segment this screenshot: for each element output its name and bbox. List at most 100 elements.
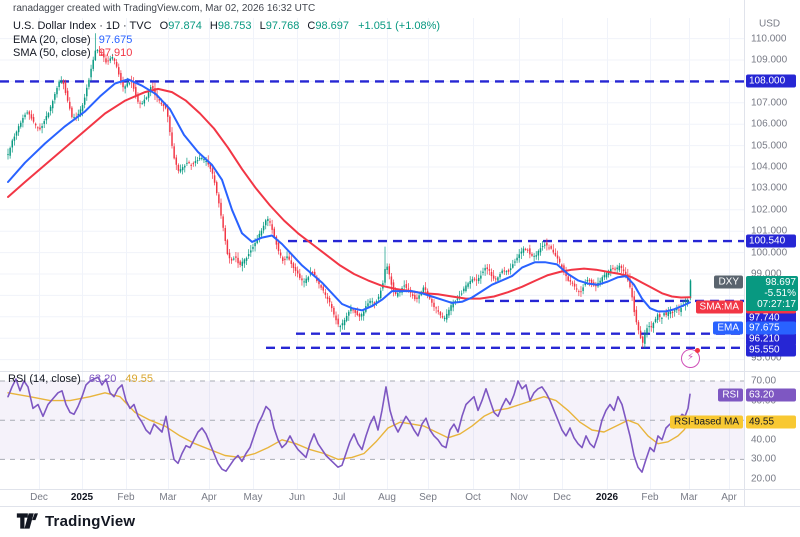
candle-body [390, 276, 393, 285]
flash-marker-icon[interactable]: ⚡ [681, 349, 700, 368]
candle-body [637, 322, 640, 331]
time-tick-label[interactable]: Feb [117, 492, 135, 503]
candle-body [230, 258, 233, 261]
rsi-tick-label: 20.00 [751, 473, 777, 485]
candle-body [184, 165, 186, 168]
time-axis[interactable]: Dec 2025 Feb Mar Apr May Jun Jul Aug Sep Oct Nov Dec… [0, 490, 744, 506]
time-tick-label[interactable]: Apr [201, 492, 217, 503]
candle-body [503, 270, 506, 272]
candle-body [348, 311, 350, 316]
candle-body [437, 310, 440, 312]
symbol-legend[interactable]: U.S. Dollar Index · 1D · TVC O97.874 H98… [13, 20, 440, 61]
candle-body [222, 216, 224, 228]
time-tick-label[interactable]: 2026 [595, 492, 619, 503]
candle-body [28, 111, 31, 115]
candle-body [452, 301, 454, 308]
candle-body [422, 287, 425, 294]
pane-divider[interactable] [0, 371, 800, 372]
axis-name-tag: RSI-based MA [669, 415, 743, 429]
time-tick-label[interactable]: May [243, 492, 263, 503]
rsi-line[interactable] [7, 376, 691, 473]
time-tick-label[interactable]: Aug [378, 492, 396, 503]
candle-body [135, 87, 137, 96]
candle-body [644, 334, 646, 344]
candle-body [228, 252, 231, 259]
candle-body [186, 162, 188, 164]
sma-legend-row[interactable]: SMA (50, close) 97.910 [13, 47, 440, 61]
candle-body [320, 285, 322, 288]
candle-body [431, 298, 433, 303]
candle-body [610, 268, 612, 272]
time-tick-label[interactable]: Sep [419, 492, 437, 503]
time-tick-label[interactable]: Dec [553, 492, 571, 503]
candle-body [648, 326, 650, 328]
time-tick-label[interactable]: Feb [641, 492, 659, 503]
time-tick-label[interactable]: Oct [465, 492, 481, 503]
tradingview-logo-text: TradingView [45, 512, 136, 530]
tradingview-logo[interactable]: TradingView [16, 511, 135, 531]
candle-body [416, 297, 418, 300]
candle-body [556, 255, 559, 259]
candle-body [160, 102, 163, 105]
candle-body [392, 282, 395, 292]
candle-body [241, 261, 244, 266]
candle-body [128, 83, 131, 85]
candle-body [486, 267, 488, 270]
candle-body [211, 168, 214, 174]
price-tick-label: 102.000 [751, 204, 788, 216]
sma-line[interactable] [7, 87, 691, 300]
candle-body [463, 288, 465, 292]
candle-body [64, 82, 67, 93]
candle-body [394, 291, 397, 294]
candle-body [399, 291, 401, 293]
symbol-tag-line: 07:27:17 [757, 299, 796, 310]
candle-body [467, 283, 469, 287]
time-tick-label[interactable]: Jun [288, 492, 306, 503]
candle-body [175, 157, 178, 165]
candle-body [654, 319, 657, 323]
candle-body [567, 276, 569, 281]
time-tick-label[interactable]: Jul [332, 492, 346, 503]
candle-body [47, 113, 50, 118]
candle-body [62, 81, 65, 85]
rsi-ma-line[interactable] [7, 392, 691, 461]
candle-body [215, 182, 218, 194]
candle-body [541, 245, 544, 247]
candle-body [224, 228, 227, 241]
candle-body [571, 282, 574, 284]
candle-body [288, 256, 290, 260]
candle-body [169, 116, 171, 133]
candle-body [105, 58, 107, 63]
candle-body [294, 267, 297, 271]
candle-body [322, 286, 324, 291]
ema-legend-row[interactable]: EMA (20, close) 97.675 [13, 34, 440, 48]
ema-line[interactable] [7, 78, 691, 313]
candle-body [497, 277, 499, 281]
candle-body [561, 264, 563, 269]
time-tick-label[interactable]: Mar [680, 492, 698, 503]
rsi-legend[interactable]: RSI (14, close) 63.20 49.55 [8, 373, 153, 385]
time-tick-label[interactable]: Apr [721, 492, 737, 503]
time-tick-label[interactable]: Dec [30, 492, 48, 503]
candle-body [34, 123, 37, 126]
candle-body [652, 323, 655, 329]
candle-body [96, 49, 99, 51]
candle-body [43, 121, 45, 124]
price-axis[interactable]: USD 110.000 109.000 107.000 106.000 105.000 10… [745, 0, 800, 506]
rsi_ma_value-tag: 49.55 [746, 415, 796, 429]
candle-body [656, 314, 659, 320]
time-tick-label[interactable]: Nov [510, 492, 528, 503]
ema_value-tag: 97.675 [746, 321, 796, 334]
candle-body [367, 303, 369, 307]
time-tick-label[interactable]: Mar [159, 492, 177, 503]
sma-label: SMA (50, close) [13, 47, 91, 59]
time-tick-label[interactable]: 2025 [70, 492, 94, 503]
candle-body [318, 280, 320, 285]
candle-body [548, 247, 550, 249]
price-tick-label: 103.000 [751, 182, 788, 194]
candle-body [264, 220, 267, 226]
candle-body [377, 296, 380, 300]
candle-body [256, 238, 258, 244]
main-chart[interactable] [0, 0, 745, 537]
